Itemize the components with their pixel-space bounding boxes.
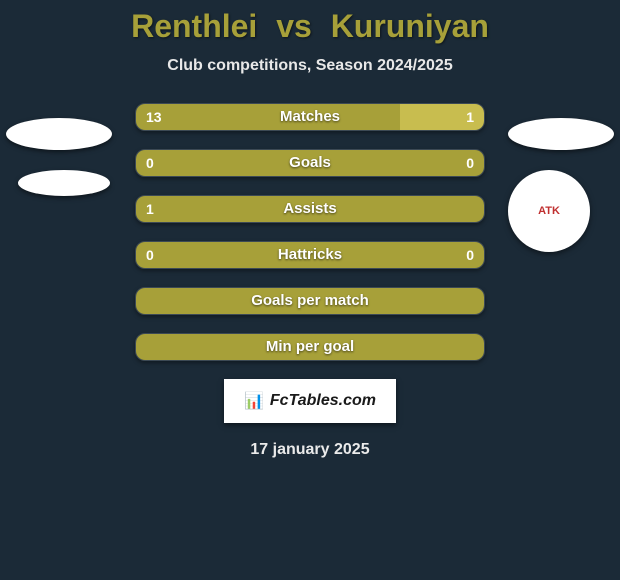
stat-bar: Matches13 1: [135, 103, 485, 131]
bar-value-left: 0: [146, 150, 154, 176]
bar-value-right: 0: [466, 242, 474, 268]
bar-label: Min per goal: [136, 334, 484, 360]
bar-label: Goals: [136, 150, 484, 176]
bar-value-right: 1: [466, 104, 474, 130]
subtitle: Club competitions, Season 2024/2025: [0, 57, 620, 75]
ellipse-icon: [18, 170, 110, 196]
stat-bar: Hattricks0 0: [135, 241, 485, 269]
club-badge: ATK: [508, 170, 590, 252]
date: 17 january 2025: [0, 441, 620, 459]
left-decoration: [6, 118, 112, 196]
stat-bar: Assists1: [135, 195, 485, 223]
player2-name: Kuruniyan: [331, 8, 489, 44]
bar-label: Hattricks: [136, 242, 484, 268]
player1-name: Renthlei: [131, 8, 257, 44]
ellipse-icon: [6, 118, 112, 150]
bar-label: Goals per match: [136, 288, 484, 314]
stat-bar: Min per goal: [135, 333, 485, 361]
stat-bar: Goals0 0: [135, 149, 485, 177]
watermark-text: FcTables.com: [270, 392, 376, 410]
club-badge-text: ATK: [538, 205, 560, 217]
vs-text: vs: [276, 8, 312, 44]
header: Renthlei vs Kuruniyan Club competitions,…: [0, 0, 620, 75]
bar-value-left: 13: [146, 104, 162, 130]
bar-value-left: 1: [146, 196, 154, 222]
title: Renthlei vs Kuruniyan: [0, 8, 620, 45]
ellipse-icon: [508, 118, 614, 150]
bar-label: Matches: [136, 104, 484, 130]
bar-label: Assists: [136, 196, 484, 222]
chart-icon: 📊: [244, 391, 264, 411]
bar-value-left: 0: [146, 242, 154, 268]
watermark: 📊 FcTables.com: [224, 379, 396, 423]
stat-bar: Goals per match: [135, 287, 485, 315]
bars-area: Matches131Goals00Assists1Hattricks00Goal…: [135, 103, 485, 361]
right-decoration: ATK: [508, 118, 614, 252]
bar-value-right: 0: [466, 150, 474, 176]
